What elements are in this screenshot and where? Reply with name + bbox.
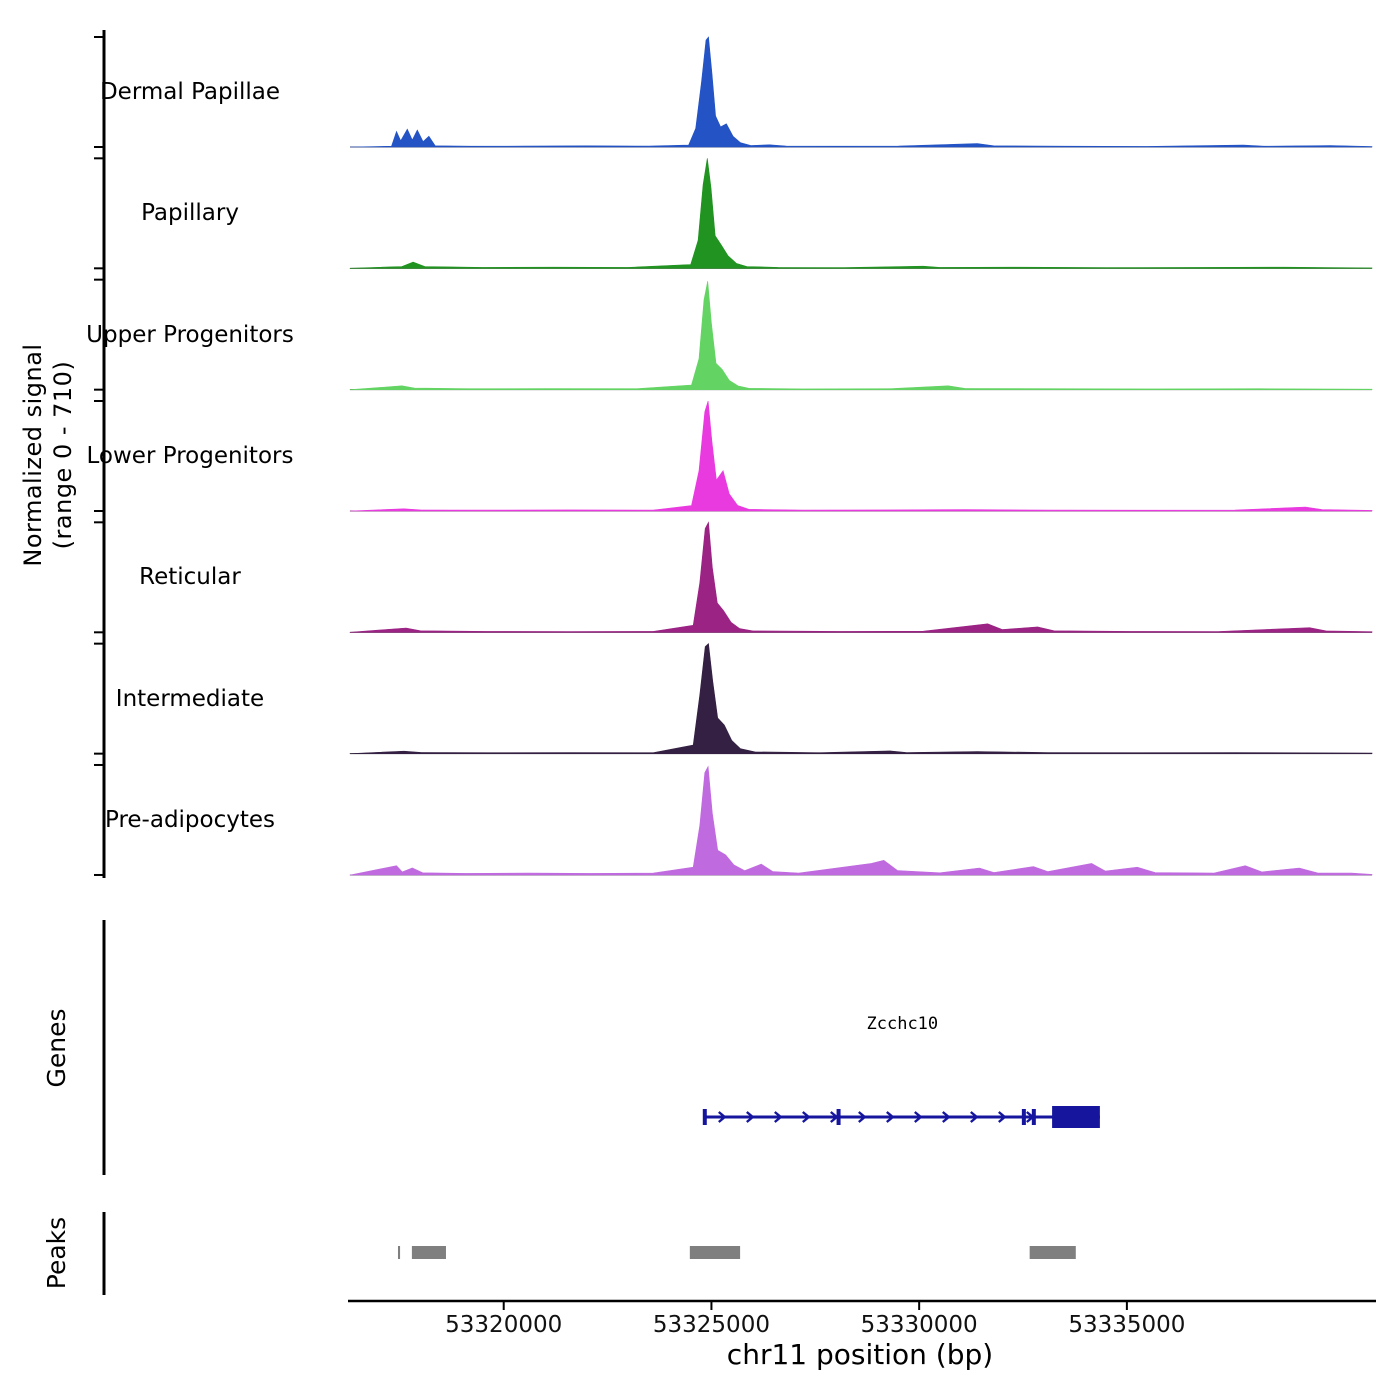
gene-strand-arrow	[718, 1111, 727, 1123]
x-axis-title: chr11 position (bp)	[726, 1338, 994, 1371]
gene-name-label: Zcchc10	[866, 1014, 939, 1034]
signal-area-4	[349, 521, 1373, 633]
peak-region-1	[411, 1246, 446, 1259]
track-label-4: Reticular	[139, 564, 241, 591]
x-tick-label: 53325000	[652, 1312, 770, 1338]
x-tick-label: 53330000	[860, 1312, 978, 1338]
signal-area-3	[349, 400, 1373, 512]
signal-area-6	[349, 765, 1373, 876]
gene-exon-box	[1052, 1106, 1100, 1128]
gene-strand-arrow	[942, 1111, 951, 1123]
signal-area-5	[349, 642, 1373, 754]
signal-area-1	[349, 158, 1373, 269]
x-tick-label: 53320000	[445, 1312, 563, 1338]
x-tick-label: 53335000	[1068, 1312, 1186, 1338]
gene-strand-arrow	[886, 1111, 895, 1123]
peaks-section-label: Peaks	[42, 1216, 71, 1290]
peak-region-0	[397, 1246, 401, 1259]
track-label-6: Pre-adipocytes	[104, 806, 276, 833]
gene-strand-arrow	[746, 1111, 755, 1123]
gene-strand-arrow	[998, 1111, 1007, 1123]
track-label-0: Dermal Papillae	[99, 79, 281, 105]
gene-strand-arrow	[802, 1111, 811, 1123]
gene-strand-arrow	[914, 1111, 923, 1123]
genes-section-label: Genes	[42, 1008, 71, 1088]
peak-region-2	[689, 1246, 741, 1259]
track-label-1: Papillary	[141, 200, 239, 227]
track-label-5: Intermediate	[115, 685, 265, 712]
track-label-3: Lower Progenitors	[86, 442, 294, 469]
gene-strand-arrow	[858, 1111, 867, 1123]
gene-strand-arrow	[774, 1111, 783, 1123]
peak-region-3	[1029, 1246, 1076, 1259]
signal-area-0	[349, 36, 1373, 148]
signal-area-2	[349, 281, 1373, 391]
gene-strand-arrow	[970, 1111, 979, 1123]
track-label-2: Upper Progenitors	[86, 321, 294, 348]
